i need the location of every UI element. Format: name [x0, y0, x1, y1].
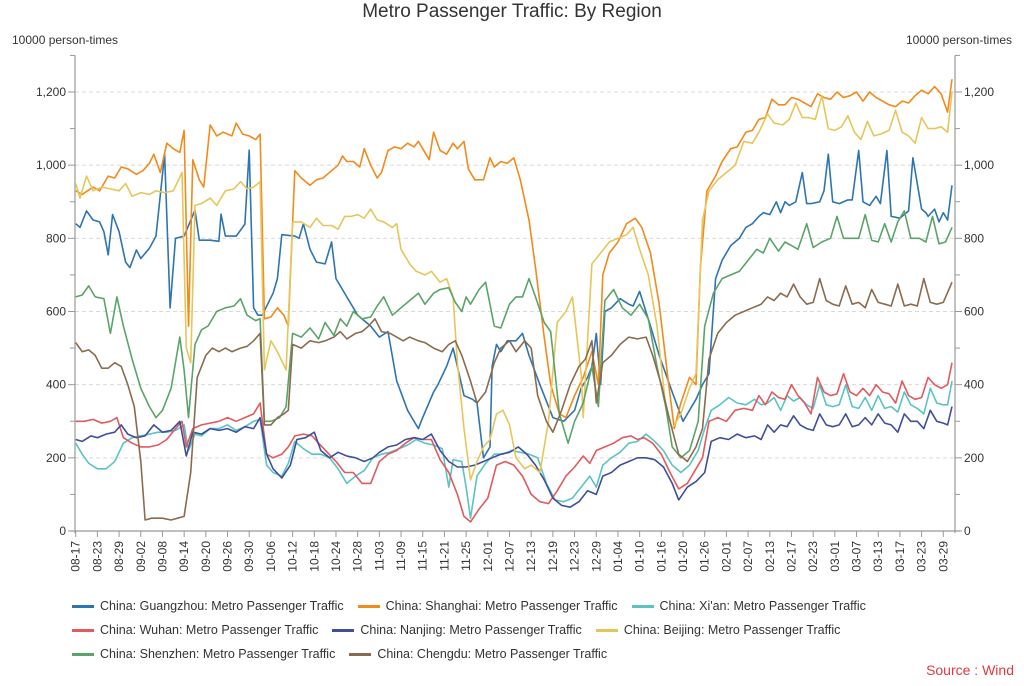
right-y-tick-label: 200 — [964, 451, 984, 465]
line-chart: 0 0 200 200 400 400 600 600 800 800 1,000 1,000 1,20… — [36, 54, 994, 572]
legend-swatch — [357, 604, 380, 608]
series-line-2 — [75, 380, 953, 519]
legend-item-guangzhou[interactable]: China: Guangzhou: Metro Passenger Traffi… — [72, 599, 344, 613]
chart-title: Metro Passenger Traffic: By Region — [362, 1, 662, 22]
legend-row: China: Guangzhou: Metro Passenger Traffi… — [72, 594, 972, 618]
right-y-tick-label: 600 — [964, 305, 984, 319]
legend-item-wuhan[interactable]: China: Wuhan: Metro Passenger Traffic — [72, 623, 318, 637]
x-tick-label: 08-17 — [69, 541, 83, 572]
right-y-tick-label: 0 — [964, 524, 971, 538]
x-tick-label: 12-19 — [546, 541, 560, 572]
legend-label: China: Chengdu: Metro Passenger Traffic — [377, 647, 608, 661]
series-lines — [74, 79, 953, 523]
x-tick-label: 03-13 — [871, 541, 885, 572]
x-tick-label: 02-23 — [806, 541, 820, 572]
series-line-5 — [74, 91, 953, 481]
x-tick-label: 09-14 — [177, 541, 191, 572]
x-tick-label: 03-29 — [936, 541, 950, 572]
x-tick-label: 11-15 — [416, 541, 430, 571]
legend: China: Guangzhou: Metro Passenger Traffi… — [72, 594, 972, 666]
x-tick-label: 12-29 — [589, 541, 603, 572]
x-tick-label: 12-13 — [524, 541, 538, 572]
x-tick-label: 11-21 — [437, 541, 451, 571]
left-y-tick-label: 0 — [59, 524, 66, 538]
legend-item-shenzhen[interactable]: China: Shenzhen: Metro Passenger Traffic — [72, 647, 335, 661]
x-tick-label: 01-04 — [611, 541, 625, 572]
x-tick-label: 10-12 — [286, 541, 300, 572]
legend-row: China: Shenzhen: Metro Passenger Traffic… — [72, 642, 972, 666]
left-axis-unit-label: 10000 person-times — [12, 33, 119, 47]
x-tick-label: 09-30 — [242, 541, 256, 572]
legend-item-shanghai[interactable]: China: Shanghai: Metro Passenger Traffic — [357, 599, 618, 613]
x-tick-label: 09-02 — [134, 541, 148, 572]
legend-label: China: Shenzhen: Metro Passenger Traffic — [100, 647, 336, 661]
x-tick-label: 10-24 — [329, 541, 343, 572]
series-line-6 — [75, 210, 953, 459]
x-tick-label: 10-28 — [351, 541, 365, 572]
x-tick-label: 11-03 — [372, 541, 386, 571]
series-line-1 — [75, 79, 953, 430]
x-tick-label: 12-23 — [568, 541, 582, 572]
x-tick-label: 01-26 — [698, 541, 712, 572]
legend-label: China: Shanghai: Metro Passenger Traffic — [385, 599, 618, 613]
x-tick-label: 02-17 — [784, 541, 798, 572]
x-tick-label: 02-07 — [741, 541, 755, 572]
right-axis-unit-label: 10000 person-times — [905, 33, 1012, 47]
legend-swatch — [631, 604, 654, 608]
x-tick-label: 03-01 — [828, 541, 842, 572]
legend-swatch — [349, 652, 372, 656]
x-tick-label: 09-26 — [221, 541, 235, 572]
legend-label: China: Nanjing: Metro Passenger Traffic — [360, 623, 582, 637]
right-y-tick-label: 400 — [964, 378, 984, 392]
left-y-tick-label: 800 — [46, 231, 66, 245]
legend-swatch — [72, 652, 94, 656]
legend-item-nanjing[interactable]: China: Nanjing: Metro Passenger Traffic — [332, 623, 582, 637]
x-tick-label: 03-07 — [850, 541, 864, 572]
legend-swatch — [72, 628, 94, 632]
right-y-tick-label: 1,000 — [964, 158, 994, 172]
x-tick-label: 12-01 — [481, 541, 495, 572]
x-tick-label: 02-13 — [763, 541, 777, 572]
x-tick-label: 08-29 — [112, 541, 126, 572]
x-tick-label: 10-06 — [264, 541, 278, 572]
left-y-tick-label: 1,200 — [36, 85, 66, 99]
left-y-tick-label: 600 — [46, 305, 66, 319]
gridlines — [75, 91, 955, 459]
legend-swatch — [72, 604, 94, 608]
right-y-tick-label: 1,200 — [964, 85, 994, 99]
x-tick-label: 02-01 — [719, 541, 733, 572]
left-y-tick-label: 1,000 — [36, 158, 66, 172]
x-tick-label: 03-17 — [893, 541, 907, 572]
legend-label: China: Wuhan: Metro Passenger Traffic — [100, 623, 319, 637]
legend-label: China: Xi'an: Metro Passenger Traffic — [659, 599, 866, 613]
legend-item-beijing[interactable]: China: Beijing: Metro Passenger Traffic — [595, 623, 841, 637]
x-tick-label: 01-20 — [676, 541, 690, 572]
x-tick-label: 01-10 — [633, 541, 647, 572]
series-line-4 — [75, 406, 953, 508]
x-tick-label: 11-09 — [394, 541, 408, 571]
x-tick-label: 01-16 — [654, 541, 668, 572]
left-y-tick-label: 400 — [46, 378, 66, 392]
legend-item-xian[interactable]: China: Xi'an: Metro Passenger Traffic — [631, 599, 866, 613]
x-tick-label: 09-20 — [199, 541, 213, 572]
x-tick-label: 10-18 — [307, 541, 321, 572]
legend-swatch — [595, 628, 618, 632]
legend-item-chengdu[interactable]: China: Chengdu: Metro Passenger Traffic — [349, 647, 607, 661]
legend-swatch — [332, 628, 355, 632]
series-line-7 — [75, 277, 953, 521]
x-tick-label: 12-07 — [503, 541, 517, 572]
series-line-0 — [75, 149, 953, 459]
legend-row: China: Wuhan: Metro Passenger Traffic Ch… — [72, 618, 972, 642]
left-y-tick-label: 200 — [46, 451, 66, 465]
right-y-tick-label: 800 — [964, 231, 984, 245]
x-tick-label: 03-23 — [915, 541, 929, 572]
source-note: Source : Wind — [926, 662, 1014, 678]
x-tick-label: 11-25 — [459, 541, 473, 571]
x-tick-label: 08-23 — [90, 541, 104, 572]
axes: 0 0 200 200 400 400 600 600 800 800 1,000 1,000 1,20… — [36, 54, 994, 572]
legend-label: China: Beijing: Metro Passenger Traffic — [623, 623, 841, 637]
series-line-3 — [75, 362, 953, 523]
legend-label: China: Guangzhou: Metro Passenger Traffi… — [100, 599, 344, 613]
x-tick-label: 09-08 — [155, 541, 169, 572]
